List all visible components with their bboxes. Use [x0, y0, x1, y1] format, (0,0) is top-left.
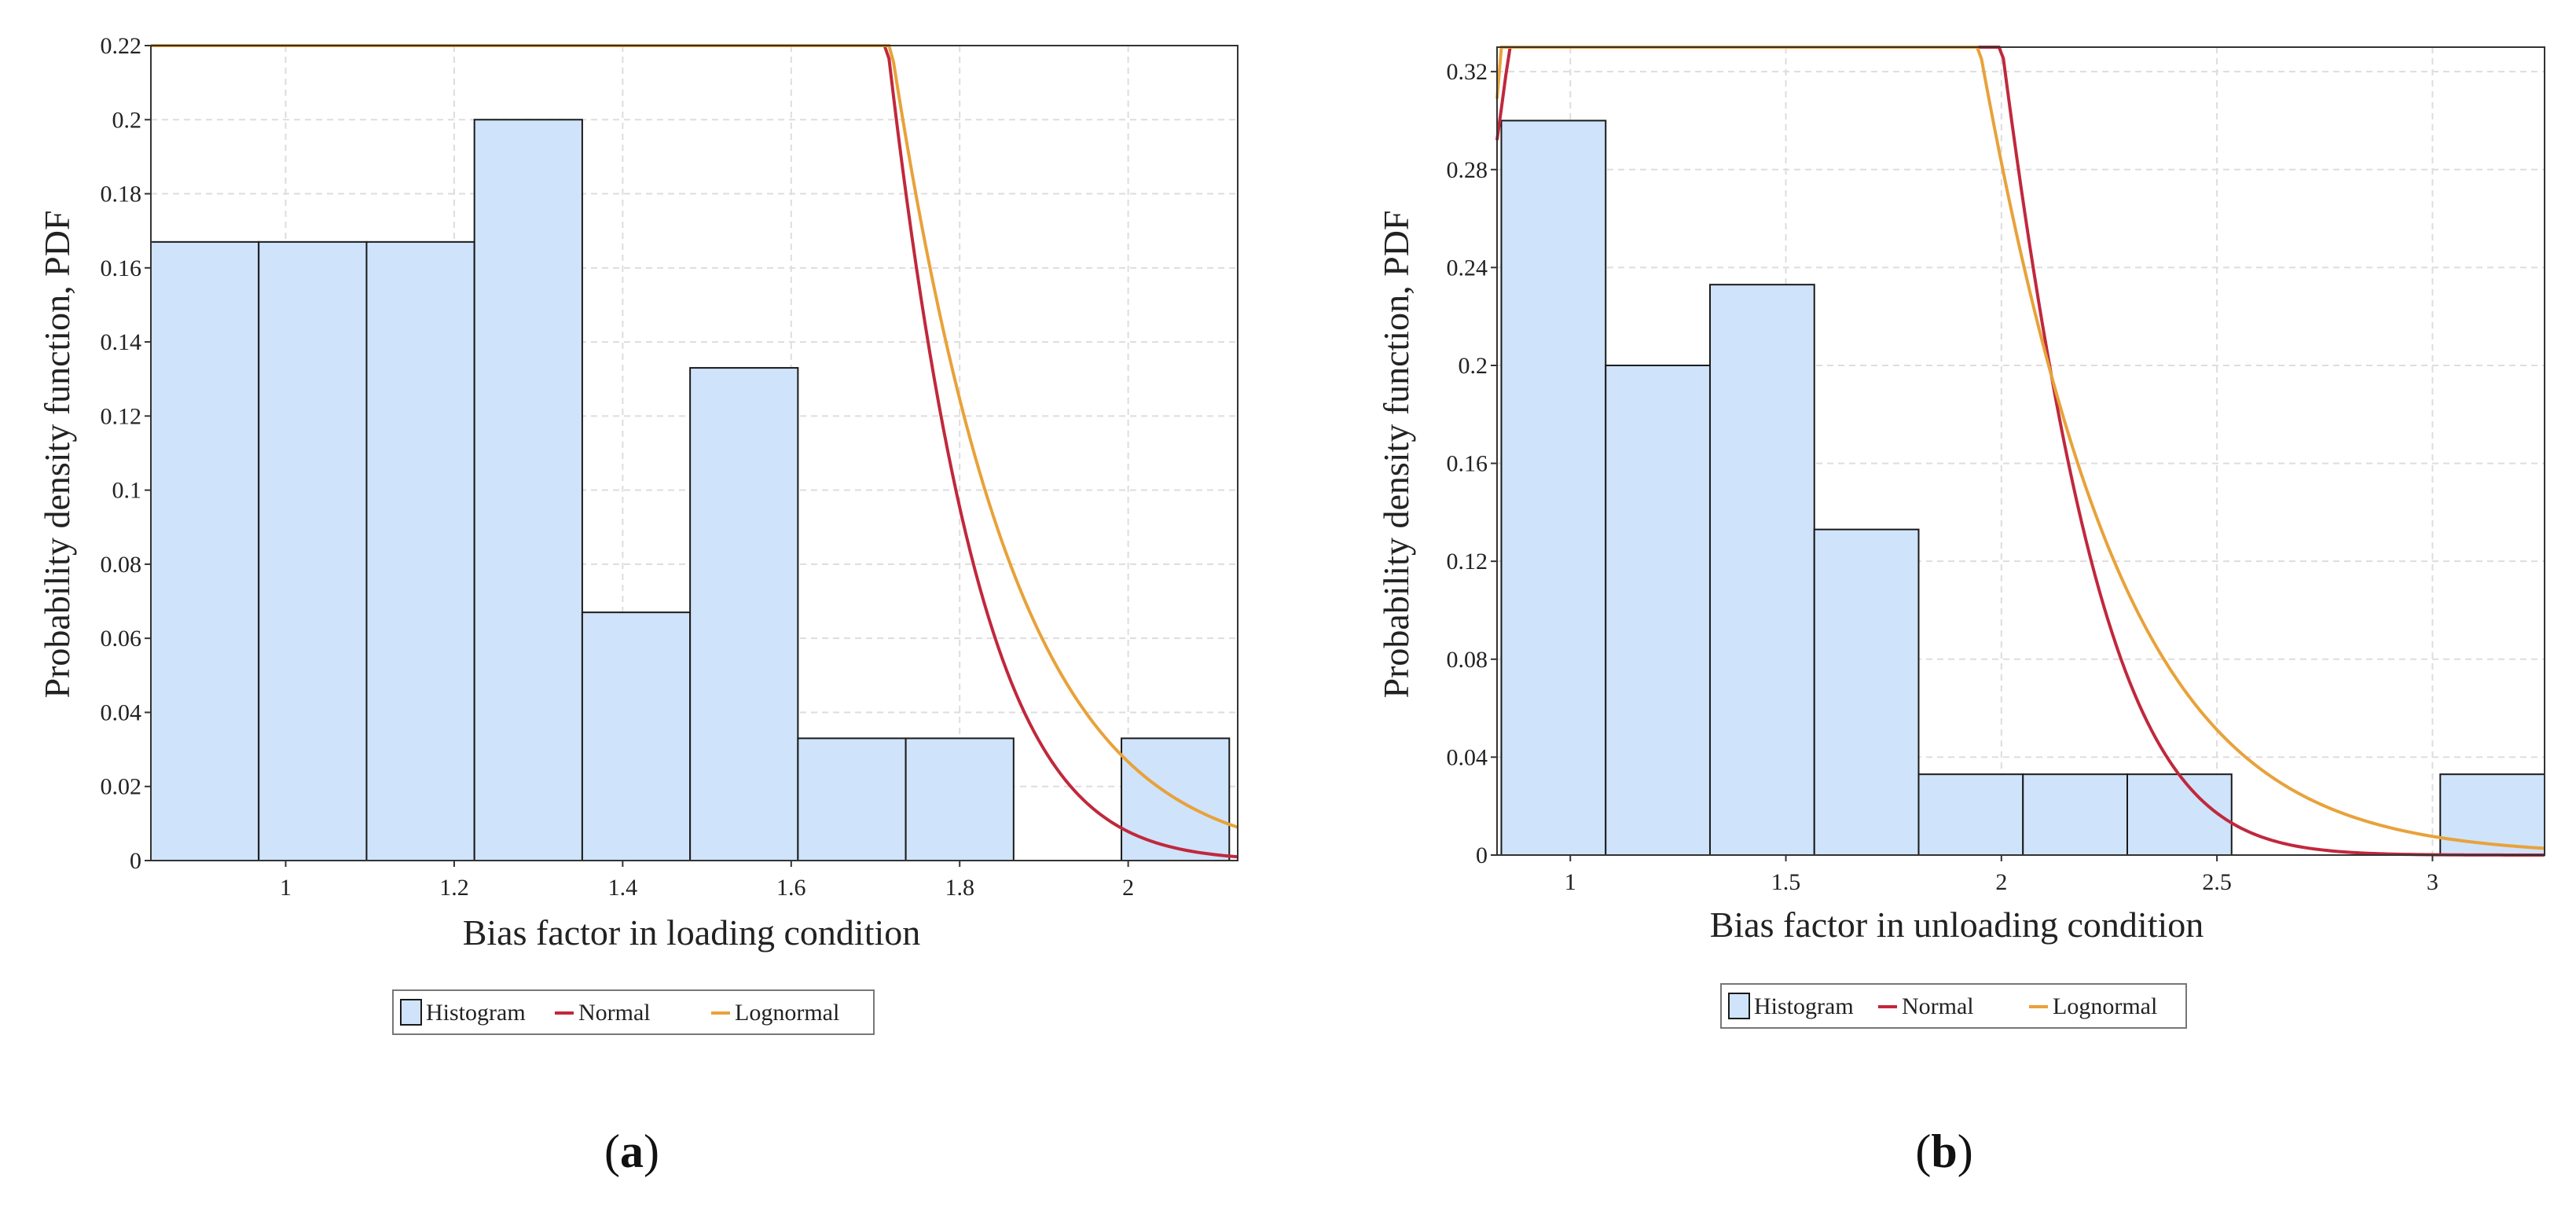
histogram-bar [581, 611, 692, 861]
legend-lognormal-label: Lognormal [735, 1000, 839, 1026]
x-tick-label: 1 [1565, 869, 1576, 895]
x-tick-label: 2 [1995, 869, 2007, 895]
legend-histogram-swatch [400, 999, 422, 1026]
y-tick-label: 0.1 [112, 478, 142, 504]
legend-lognormal-label: Lognormal [2053, 993, 2157, 1019]
y-tick-label: 0.2 [112, 107, 142, 133]
y-tick-label: 0.12 [101, 403, 142, 429]
legend-a: Histogram Normal Lognormal [392, 989, 875, 1035]
y-tick-label: 0.02 [101, 774, 142, 800]
y-tick-label: 0.32 [1447, 59, 1488, 85]
histogram-bar [150, 240, 260, 861]
x-tick-label: 1.5 [1771, 869, 1801, 895]
x-tick-label: 3 [2427, 869, 2438, 895]
legend-normal-label: Normal [1902, 993, 1974, 1019]
histogram-bar [2126, 773, 2233, 857]
histogram-bar [1708, 284, 1815, 857]
legend-frame [1720, 983, 2187, 1029]
y-tick-label: 0 [1476, 842, 1488, 868]
x-tick-label: 1 [280, 875, 292, 901]
legend-normal-label: Normal [578, 1000, 651, 1026]
y-tick-label: 0 [130, 848, 141, 874]
histogram-bar [365, 240, 475, 861]
legend-histogram-label: Histogram [1754, 993, 1854, 1019]
legend-histogram-swatch [1728, 993, 1750, 1019]
histogram-bar [2022, 773, 2128, 857]
y-tick-label: 0.2 [1459, 353, 1488, 379]
y-tick-label: 0.08 [1447, 647, 1488, 673]
histogram-bar [797, 737, 907, 862]
legend-histogram-label: Histogram [426, 1000, 526, 1026]
histogram-bar [258, 240, 368, 861]
histogram-bar [689, 367, 799, 861]
panel-b: 0 0.04 0.08 0.12 0.16 0.2 0.24 0.28 0.32 1 1.5 2 2.5… [1447, 46, 2545, 895]
x-tick-label: 1.8 [945, 875, 974, 901]
plot-frame [150, 45, 1238, 861]
y-tick-label: 0.04 [1447, 744, 1488, 770]
x-axis-label-a: Bias factor in loading condition [463, 912, 921, 953]
y-tick-label: 0.08 [101, 552, 142, 578]
histogram-bar [1813, 528, 1920, 857]
y-tick-label: 0.14 [101, 329, 142, 355]
x-tick-label: 1.2 [439, 875, 469, 901]
y-axis-label-b: Probability density function, PDF [1376, 211, 1416, 699]
y-tick-label: 0.28 [1447, 157, 1488, 183]
histogram-bar [473, 119, 583, 862]
histogram-bar [1605, 364, 1711, 856]
panel-a: 0 0.02 0.04 0.06 0.08 0.1 0.12 0.14 0.16 0.18 0.2 0… [101, 33, 1238, 901]
y-tick-label: 0.16 [101, 255, 142, 281]
x-tick-label: 1.6 [776, 875, 806, 901]
histogram-bar [1500, 119, 1607, 857]
plot-frame [1496, 46, 2545, 856]
legend-b: Histogram Normal Lognormal [1720, 983, 2187, 1029]
y-tick-label: 0.16 [1447, 451, 1488, 477]
y-tick-label: 0.24 [1447, 255, 1488, 281]
histogram-bar [1917, 773, 2024, 857]
histogram-bar [905, 737, 1015, 862]
x-tick-label: 2 [1122, 875, 1134, 901]
y-tick-label: 0.18 [101, 182, 142, 207]
x-tick-label: 2.5 [2202, 869, 2232, 895]
x-axis-label-b: Bias factor in unloading condition [1710, 905, 2204, 945]
caption-b: (b) [1915, 1125, 1972, 1177]
legend-frame [392, 989, 875, 1035]
y-tick-label: 0.04 [101, 699, 142, 725]
y-axis-label-a: Probability density function, PDF [37, 211, 77, 699]
y-tick-label: 0.22 [101, 33, 142, 59]
caption-a: (a) [604, 1125, 659, 1177]
x-tick-label: 1.4 [608, 875, 638, 901]
y-tick-label: 0.06 [101, 626, 142, 652]
y-tick-label: 0.12 [1447, 549, 1488, 574]
